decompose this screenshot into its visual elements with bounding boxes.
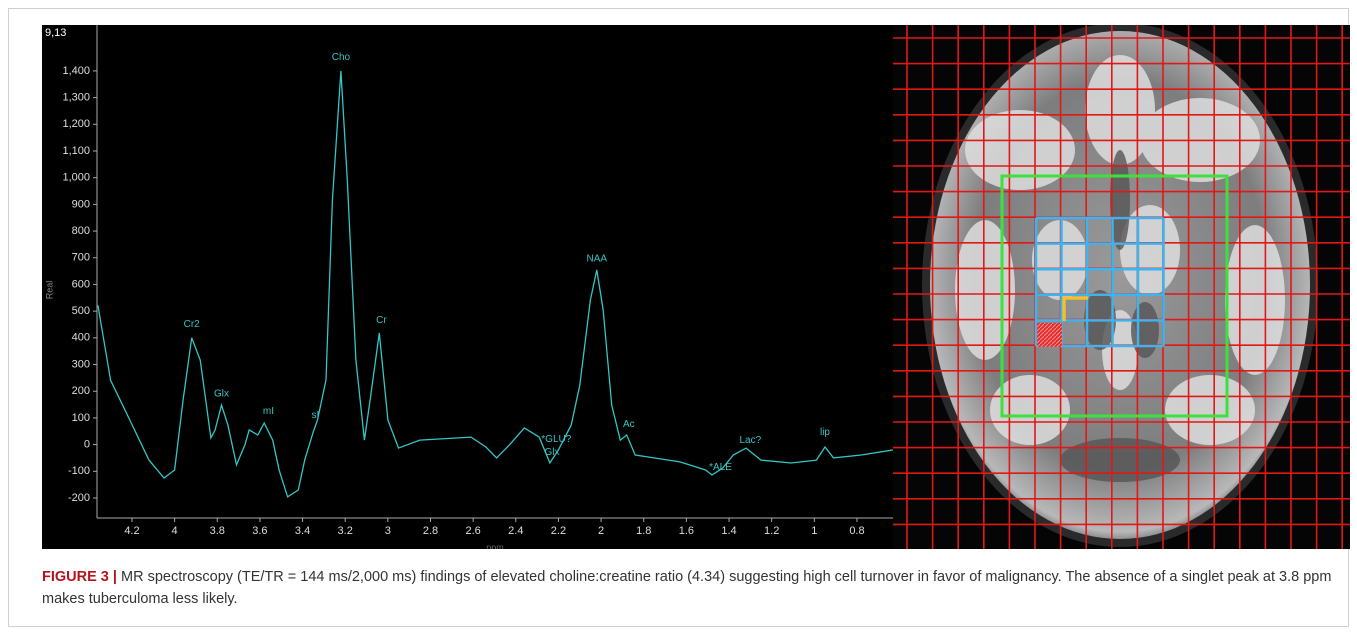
x-tick-label: 3.2 (338, 525, 353, 537)
y-tick-label: 1,300 (62, 92, 90, 104)
x-tick-label: 3.4 (295, 525, 310, 537)
peak-label: Cr2 (184, 319, 201, 330)
x-tick-label: 1.8 (636, 525, 651, 537)
y-tick-label: 1,100 (62, 145, 90, 157)
x-tick-label: 4 (172, 525, 178, 537)
peak-label: sI (311, 410, 319, 421)
peak-label: *ALE (709, 462, 732, 473)
caption-text: MR spectroscopy (TE/TR = 144 ms/2,000 ms… (42, 569, 1331, 607)
y-tick-label: 200 (72, 385, 90, 397)
y-tick-label: 500 (72, 305, 90, 317)
x-tick-label: 1.6 (679, 525, 694, 537)
x-tick-label: 2.8 (423, 525, 438, 537)
y-tick-label: 900 (72, 198, 90, 210)
y-tick-label: 600 (72, 278, 90, 290)
peak-label: mI (263, 406, 274, 417)
peak-label: Cr (376, 315, 387, 326)
x-tick-label: 2.4 (508, 525, 523, 537)
y-tick-label: 700 (72, 252, 90, 264)
selected-voxel (1037, 323, 1062, 347)
peak-label: Glx (214, 389, 229, 400)
x-tick-label: 0.8 (849, 525, 864, 537)
peak-label: NAA (587, 254, 608, 265)
peak-label: *GLU? (541, 434, 571, 445)
y-tick-label: 100 (72, 412, 90, 424)
x-tick-label: 1.4 (721, 525, 736, 537)
y-tick-label: 300 (72, 358, 90, 370)
y-tick-label: -200 (68, 492, 90, 504)
y-tick-label: 800 (72, 225, 90, 237)
x-tick-label: 4.2 (124, 525, 139, 537)
corner-label: 9,13 (45, 27, 66, 39)
caption: FIGURE 3 | MR spectroscopy (TE/TR = 144 … (42, 566, 1332, 610)
x-tick-label: 2.2 (551, 525, 566, 537)
y-tick-label: 0 (84, 439, 90, 451)
peak-label: Glx (545, 447, 560, 458)
y-tick-label: 1,200 (62, 118, 90, 130)
peak-label: Lac? (740, 435, 762, 446)
x-tick-label: 2.6 (465, 525, 480, 537)
y-tick-label: 400 (72, 332, 90, 344)
spectrum-background (42, 25, 893, 549)
peak-label: Ac (623, 419, 635, 430)
x-tick-label: 1.2 (764, 525, 779, 537)
x-axis-label: ppm (486, 542, 504, 549)
x-tick-label: 2 (598, 525, 604, 537)
y-axis-label: Real (44, 281, 54, 300)
y-tick-label: 1,000 (62, 172, 90, 184)
mri-image (893, 25, 1350, 549)
x-tick-label: 1 (811, 525, 817, 537)
caption-label: FIGURE 3 | (42, 569, 117, 585)
y-tick-label: -100 (68, 465, 90, 477)
peak-label: Cho (332, 52, 351, 63)
y-tick-label: 1,400 (62, 65, 90, 77)
x-tick-label: 3.6 (252, 525, 267, 537)
peak-label: lip (820, 427, 830, 438)
x-tick-label: 3.8 (210, 525, 225, 537)
x-tick-label: 3 (385, 525, 391, 537)
figure: 9,13 -200 -100 0 100 200 300 400 500 600 700 800 900… (42, 25, 1350, 549)
